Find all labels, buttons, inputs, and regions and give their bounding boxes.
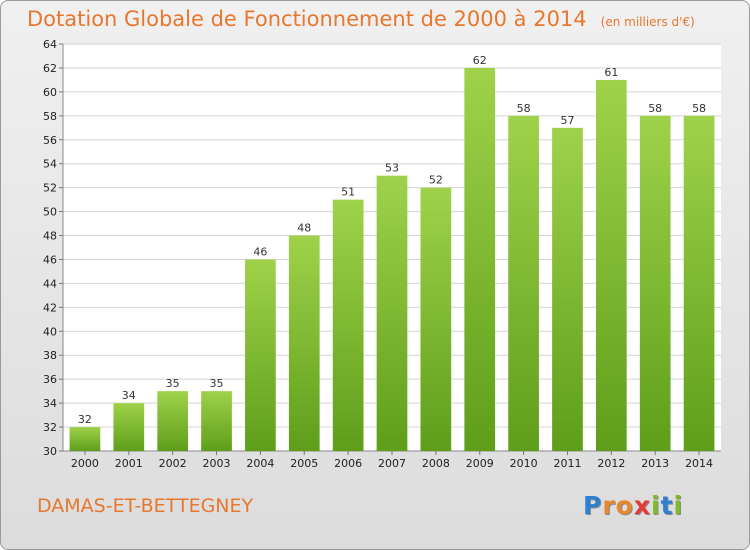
commune-name: DAMAS-ET-BETTEGNEY <box>37 495 254 517</box>
y-tick-label: 44 <box>43 277 57 290</box>
bar <box>113 403 145 451</box>
bar-value-label: 52 <box>429 174 443 187</box>
logo-letter: P <box>583 491 603 520</box>
bar <box>201 391 232 451</box>
chart-title-text: Dotation Globale de Fonctionnement de 20… <box>27 7 587 31</box>
y-tick-label: 48 <box>43 230 57 243</box>
x-tick-label: 2011 <box>553 457 581 470</box>
y-tick-label: 46 <box>43 253 57 266</box>
x-tick-label: 2010 <box>510 457 538 470</box>
x-tick-label: 2008 <box>422 457 450 470</box>
x-tick-label: 2007 <box>378 457 406 470</box>
bar-value-label: 46 <box>253 245 267 258</box>
logo-letter: r <box>602 491 616 520</box>
x-tick-label: 2002 <box>159 457 187 470</box>
y-tick-label: 42 <box>43 301 57 314</box>
x-tick-label: 2005 <box>290 457 318 470</box>
bar-value-label: 48 <box>297 222 311 235</box>
proxiti-logo: Proxiti <box>583 491 683 520</box>
y-tick-label: 32 <box>43 421 57 434</box>
x-tick-label: 2004 <box>246 457 274 470</box>
x-tick-label: 2001 <box>115 457 143 470</box>
bar <box>245 259 276 451</box>
bar-value-label: 35 <box>166 377 180 390</box>
bar-value-label: 57 <box>560 114 574 127</box>
bar-value-label: 61 <box>604 66 618 79</box>
x-tick-label: 2003 <box>203 457 231 470</box>
bar <box>69 427 101 451</box>
logo-letter: t <box>660 491 674 520</box>
bar <box>683 115 715 451</box>
bar <box>552 127 583 451</box>
y-tick-label: 54 <box>43 158 57 171</box>
y-tick-label: 40 <box>43 325 57 338</box>
y-tick-label: 64 <box>43 38 57 51</box>
bar <box>595 79 627 451</box>
logo-letter: i <box>673 491 684 520</box>
y-tick-label: 36 <box>43 373 57 386</box>
bar <box>420 187 452 451</box>
logo-letter: o <box>615 491 634 520</box>
logo-letter: i <box>651 491 661 520</box>
y-tick-label: 60 <box>43 86 57 99</box>
bar-value-label: 53 <box>385 162 399 175</box>
bar-value-label: 58 <box>517 102 531 115</box>
y-tick-label: 58 <box>43 110 57 123</box>
x-tick-label: 2012 <box>597 457 625 470</box>
x-tick-label: 2014 <box>685 457 713 470</box>
y-tick-label: 34 <box>43 397 57 410</box>
y-tick-label: 52 <box>43 182 57 195</box>
x-tick-label: 2009 <box>466 457 494 470</box>
bar <box>508 115 539 451</box>
bar-value-label: 58 <box>648 102 662 115</box>
bar <box>332 199 364 451</box>
chart-title: Dotation Globale de Fonctionnement de 20… <box>27 7 695 31</box>
bar-value-label: 51 <box>341 186 355 199</box>
bar <box>639 115 671 451</box>
bar-value-label: 32 <box>78 413 92 426</box>
x-tick-label: 2006 <box>334 457 362 470</box>
bar-value-label: 62 <box>473 54 487 67</box>
chart-subtitle: (en milliers d'€) <box>600 15 695 29</box>
x-tick-label: 2000 <box>71 457 99 470</box>
y-tick-label: 62 <box>43 62 57 75</box>
bar <box>464 67 496 452</box>
logo-letter: x <box>633 491 651 520</box>
bar <box>376 175 408 452</box>
y-tick-label: 50 <box>43 206 57 219</box>
bar-value-label: 58 <box>692 102 706 115</box>
bar-value-label: 35 <box>210 377 224 390</box>
bar <box>157 391 189 451</box>
y-tick-label: 38 <box>43 349 57 362</box>
x-tick-label: 2013 <box>641 457 669 470</box>
y-tick-label: 30 <box>43 445 57 458</box>
y-tick-label: 56 <box>43 134 57 147</box>
bar-value-label: 34 <box>122 389 136 402</box>
bar <box>288 235 320 451</box>
